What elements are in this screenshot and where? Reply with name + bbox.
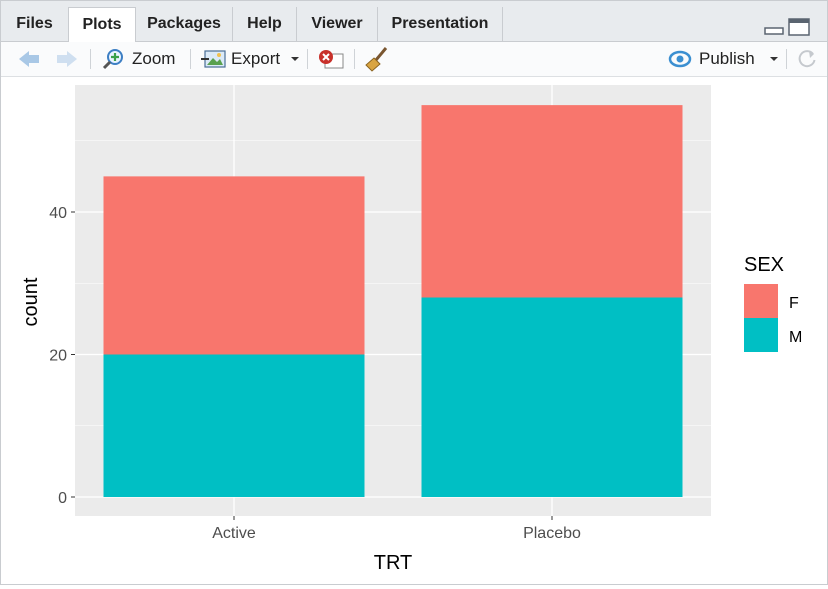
toolbar-separator xyxy=(190,49,191,69)
export-image-icon xyxy=(201,50,226,68)
legend-title: SEX xyxy=(744,254,784,276)
publish-icon xyxy=(668,50,692,68)
legend: SEX F M xyxy=(744,254,802,352)
publish-label: Publish xyxy=(699,49,755,68)
minimize-icon[interactable] xyxy=(764,27,784,35)
axes: 0 20 40 Active Placebo xyxy=(49,205,581,542)
refresh-icon xyxy=(798,50,816,68)
toolbar-separator xyxy=(90,49,91,69)
tab-label: Help xyxy=(247,15,282,32)
pane-tab-bar: Files Plots Packages Help Viewer Present… xyxy=(1,1,827,42)
bar-segment-f-active xyxy=(103,176,365,355)
forward-arrow-icon[interactable] xyxy=(55,42,79,76)
legend-label-m: M xyxy=(789,329,802,346)
legend-label-f: F xyxy=(789,295,799,312)
refresh-button[interactable] xyxy=(796,42,818,76)
tab-label: Packages xyxy=(147,15,221,32)
toolbar-separator xyxy=(786,49,787,69)
tab-files[interactable]: Files xyxy=(1,7,69,41)
legend-key-f xyxy=(744,284,778,318)
zoom-button[interactable]: Zoom xyxy=(102,42,175,76)
zoom-label: Zoom xyxy=(132,49,176,68)
export-button[interactable]: Export xyxy=(201,42,302,76)
tab-presentation[interactable]: Presentation xyxy=(378,7,503,41)
x-tick-label: Active xyxy=(212,525,256,542)
tab-label: Viewer xyxy=(311,15,363,32)
y-tick-label: 20 xyxy=(49,348,67,365)
plot-viewer: 0 20 40 Active Placebo TRT count SEX F M xyxy=(1,77,827,584)
remove-plot-button[interactable] xyxy=(317,42,345,76)
tab-label: Presentation xyxy=(391,15,489,32)
publish-button[interactable]: Publish xyxy=(667,42,781,76)
tab-label: Plots xyxy=(82,16,122,33)
x-tick-label: Placebo xyxy=(523,525,581,542)
plots-toolbar: Zoom Export xyxy=(1,42,827,77)
bar-segment-m-active xyxy=(103,354,365,497)
y-axis-title: count xyxy=(20,277,42,326)
legend-key-m xyxy=(744,318,778,352)
clear-all-button[interactable] xyxy=(364,42,390,76)
tab-plots[interactable]: Plots xyxy=(68,7,136,42)
window-buttons xyxy=(763,17,813,42)
export-label: Export xyxy=(231,49,281,68)
chevron-down-icon xyxy=(769,57,778,61)
bar-segment-m-placebo xyxy=(421,297,683,497)
tab-help[interactable]: Help xyxy=(233,7,297,41)
stacked-bar-chart: 0 20 40 Active Placebo TRT count SEX F M xyxy=(20,85,802,574)
bars xyxy=(103,105,683,497)
x-axis-title: TRT xyxy=(374,552,413,574)
tab-label: Files xyxy=(16,15,53,32)
y-tick-label: 0 xyxy=(58,490,67,507)
toolbar-separator xyxy=(354,49,355,69)
toolbar-separator xyxy=(307,49,308,69)
maximize-icon[interactable] xyxy=(788,18,810,36)
back-arrow-icon[interactable] xyxy=(17,42,41,76)
zoom-icon xyxy=(102,49,123,70)
remove-plot-icon xyxy=(319,50,344,69)
tab-viewer[interactable]: Viewer xyxy=(297,7,378,41)
tab-packages[interactable]: Packages xyxy=(136,7,233,41)
chevron-down-icon xyxy=(291,57,300,61)
bar-segment-f-placebo xyxy=(421,105,683,298)
broom-icon xyxy=(365,47,388,72)
y-tick-label: 40 xyxy=(49,205,67,222)
